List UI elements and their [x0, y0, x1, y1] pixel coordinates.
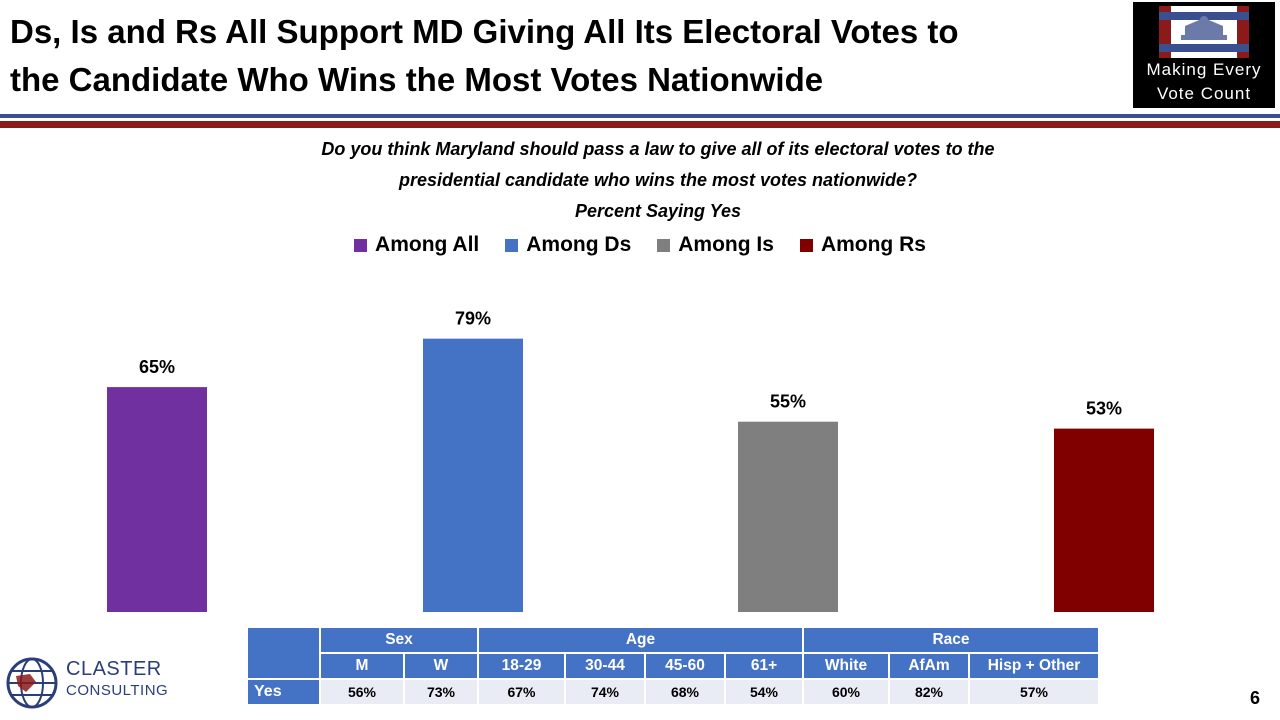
- logo-line2: Vote Count: [1156, 84, 1252, 103]
- page-number: 6: [1250, 688, 1261, 708]
- bar-4: [1054, 428, 1154, 612]
- row-label-yes: Yes: [246, 678, 321, 706]
- slide-title: Ds, Is and Rs All Support MD Giving All …: [10, 8, 1110, 104]
- table-cell: 73%: [403, 678, 479, 706]
- table-corner-cell: [246, 626, 321, 680]
- legend-swatch-all: [354, 238, 368, 252]
- col-header: AfAm: [888, 652, 970, 680]
- table-cell: 74%: [564, 678, 646, 706]
- legend-swatch-rs: [799, 238, 813, 252]
- question-line1: Do you think Maryland should pass a law …: [321, 139, 995, 159]
- col-header: 30-44: [564, 652, 646, 680]
- table-cell: 68%: [644, 678, 726, 706]
- white-house-icon: [1159, 6, 1249, 58]
- legend-item-is: Among Is: [657, 233, 774, 257]
- legend-label-rs: Among Rs: [820, 233, 926, 256]
- demographics-table: Sex Age Race M W 18-29 30-44 45-60 61+ W…: [246, 626, 1100, 706]
- legend-swatch-ds: [505, 238, 519, 252]
- group-race: Race: [802, 626, 1100, 654]
- col-header: Hisp + Other: [968, 652, 1100, 680]
- col-header: M: [319, 652, 405, 680]
- group-header-row: Sex Age Race: [246, 626, 1100, 680]
- chart-subtitle: Percent Saying Yes: [574, 201, 742, 221]
- bar-label-2: 79%: [455, 309, 491, 329]
- making-every-vote-count-logo: Making Every Vote Count: [1133, 2, 1275, 108]
- col-header: White: [802, 652, 890, 680]
- col-header: 18-29: [477, 652, 566, 680]
- table-cell: 54%: [724, 678, 804, 706]
- bar-2: [423, 338, 523, 612]
- bar-label-3: 55%: [770, 392, 806, 412]
- claster-line1: CLASTER: [66, 658, 162, 680]
- bar-label-1: 65%: [139, 357, 175, 377]
- legend-label-ds: Among Ds: [526, 233, 632, 256]
- table-cell: 82%: [888, 678, 970, 706]
- col-header: W: [403, 652, 479, 680]
- legend-item-ds: Among Ds: [505, 233, 631, 257]
- legend-swatch-is: [657, 238, 671, 252]
- legend-label-is: Among Is: [678, 233, 774, 256]
- globe-icon: [6, 657, 58, 709]
- slide-title-line1: Ds, Is and Rs All Support MD Giving All …: [10, 13, 959, 50]
- logo-line1: Making Every: [1146, 60, 1262, 79]
- legend-item-all: Among All: [354, 233, 479, 257]
- table-cell: 56%: [319, 678, 405, 706]
- table-cell: 67%: [477, 678, 566, 706]
- question-line2: presidential candidate who wins the most…: [398, 170, 918, 190]
- table-row: Yes 56% 73% 67% 74% 68% 54% 60% 82% 57%: [246, 678, 1100, 706]
- bar-3: [738, 421, 838, 612]
- bar-label-4: 53%: [1086, 399, 1122, 419]
- group-sex: Sex: [319, 626, 479, 654]
- table-cell: 60%: [802, 678, 890, 706]
- rule-blue: [0, 114, 1280, 118]
- table-cell: 57%: [968, 678, 1100, 706]
- chart-legend: Among All Among Ds Among Is Among Rs: [0, 233, 1280, 257]
- claster-line2: CONSULTING: [66, 682, 169, 699]
- col-header: 61+: [724, 652, 804, 680]
- bar-chart: 65% 79% 55% 53%: [107, 309, 1154, 612]
- claster-consulting-logo: CLASTER CONSULTING: [6, 652, 168, 714]
- column-header-row: M W 18-29 30-44 45-60 61+ White AfAm His…: [247, 652, 1100, 680]
- legend-item-rs: Among Rs: [799, 233, 926, 257]
- legend-label-all: Among All: [375, 233, 480, 256]
- group-age: Age: [477, 626, 804, 654]
- col-header: 45-60: [644, 652, 726, 680]
- rule-red: [0, 121, 1280, 128]
- bar-1: [107, 387, 207, 612]
- slide-title-line2: the Candidate Who Wins the Most Votes Na…: [10, 61, 824, 98]
